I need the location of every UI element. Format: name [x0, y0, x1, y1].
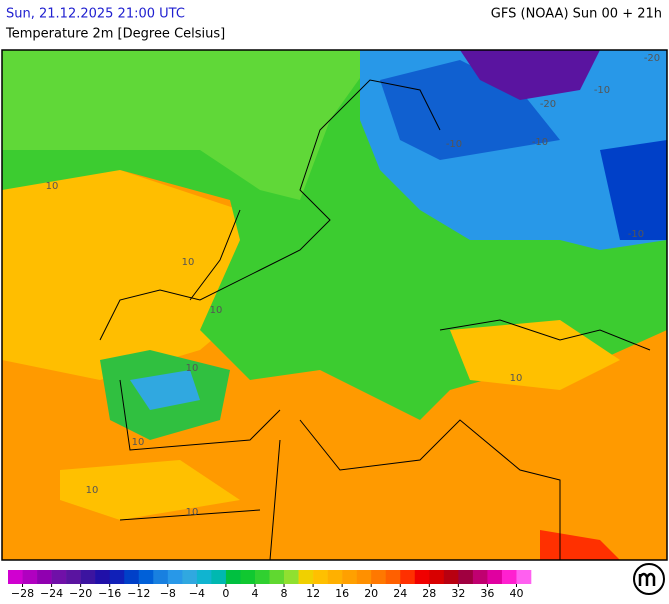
contour-label: -10 [446, 139, 462, 150]
colorbar-tick-label: 8 [281, 587, 288, 600]
logo [633, 563, 665, 595]
contour-label: 10 [186, 507, 199, 518]
colorbar-swatch [167, 570, 183, 584]
colorbar-swatch [8, 570, 23, 584]
contour-label: 10 [182, 257, 195, 268]
colorbar-tick-label: 20 [364, 587, 378, 600]
colorbar-swatch [356, 570, 372, 584]
contour-label: 10 [186, 363, 199, 374]
colorbar-swatch [298, 570, 314, 584]
colorbar-swatch [109, 570, 125, 584]
colorbar-swatch [284, 570, 299, 584]
colorbar-tick-label: 4 [251, 587, 258, 600]
colorbar-swatch [516, 570, 532, 584]
valid-time: Sun, 21.12.2025 21:00 UTC [6, 7, 185, 22]
colorbar-tick-label: −16 [98, 587, 121, 600]
colorbar-swatch [182, 570, 198, 584]
colorbar-swatch [429, 570, 445, 584]
colorbar-swatch [138, 570, 154, 584]
colorbar-tick-label: −4 [189, 587, 205, 600]
logo-circle [633, 563, 665, 595]
colorbar-swatch [342, 570, 357, 584]
ural-cold [600, 140, 667, 240]
north-atlantic-field [2, 50, 380, 200]
colorbar-swatch [225, 570, 241, 584]
colorbar-tick-label: 24 [393, 587, 407, 600]
scandinavia-cold [380, 60, 560, 160]
map-frame [1, 49, 668, 561]
colorbar-tick-label: 28 [422, 587, 436, 600]
contour-label: 10 [210, 305, 223, 316]
colorbar-swatch [211, 570, 227, 584]
contour-label: 10 [132, 437, 145, 448]
colorbar-swatch [400, 570, 416, 584]
atlas-field [60, 460, 240, 520]
colorbar-swatch [37, 570, 52, 584]
contour-label: 10 [86, 485, 99, 496]
colorbar-swatch [22, 570, 38, 584]
arctic-cold [460, 50, 600, 100]
contour-label: 10 [510, 373, 523, 384]
colorbar-swatch [487, 570, 503, 584]
colorbar: −28 −24 −20 −16 −12 −8 −4 0 4 8 12 16 20 24 28 32 36 40 [8, 570, 532, 600]
colorbar-swatch [51, 570, 67, 584]
colorbar-tick-label: 40 [509, 587, 523, 600]
colorbar-swatch [66, 570, 81, 584]
parameter: Temperature 2m [Degree Celsius] [5, 27, 225, 42]
colorbar-swatch [313, 570, 328, 584]
colorbar-tick-label: 0 [222, 587, 229, 600]
black-sea-field [450, 320, 620, 390]
colorbar-tick-label: 36 [480, 587, 494, 600]
model-run: GFS (NOAA) Sun 00 + 21h [491, 7, 662, 22]
colorbar-swatch [458, 570, 474, 584]
colorbar-swatch [414, 570, 430, 584]
colorbar-swatch [196, 570, 212, 584]
contour-label: -10 [628, 229, 644, 240]
colorbar-swatch [80, 570, 96, 584]
colorbar-swatch [443, 570, 459, 584]
map-area: -20 -20 -10 -10 -10 -10 10 10 10 10 10 10 10 10 [1, 49, 668, 561]
colorbar-swatch [254, 570, 270, 584]
colorbar-swatch [153, 570, 169, 584]
colorbar-tick-label: −12 [127, 587, 150, 600]
colorbar-tick-label: 12 [306, 587, 320, 600]
colorbar-swatch [240, 570, 256, 584]
colorbar-swatch [269, 570, 285, 584]
iberia-cold [130, 370, 200, 410]
colorbar-swatch [501, 570, 517, 584]
colorbar-tick-label: 32 [451, 587, 465, 600]
colorbar-swatch [124, 570, 140, 584]
colorbar-swatch [385, 570, 401, 584]
colorbar-tick-label: −24 [40, 587, 63, 600]
colorbar-swatch [371, 570, 387, 584]
contour-labels: -20 -20 -10 -10 -10 -10 10 10 10 10 10 10 10 10 [46, 53, 661, 518]
contour-label: -10 [532, 137, 548, 148]
colorbar-swatch [472, 570, 488, 584]
colorbar-tick-label: 16 [335, 587, 349, 600]
logo-glyph [638, 572, 656, 586]
contour-label: 10 [46, 181, 59, 192]
colorbar-tick-label: −28 [11, 587, 34, 600]
atlantic-field [2, 170, 260, 380]
colorbar-swatch [95, 570, 110, 584]
coastlines [99, 79, 651, 560]
contour-label: -20 [540, 99, 556, 110]
contour-label: -20 [644, 53, 660, 64]
colorbar-tick-label: −8 [160, 587, 176, 600]
colorbar-tick-label: −20 [69, 587, 92, 600]
contour-label: -10 [594, 85, 610, 96]
colorbar-swatch [327, 570, 343, 584]
